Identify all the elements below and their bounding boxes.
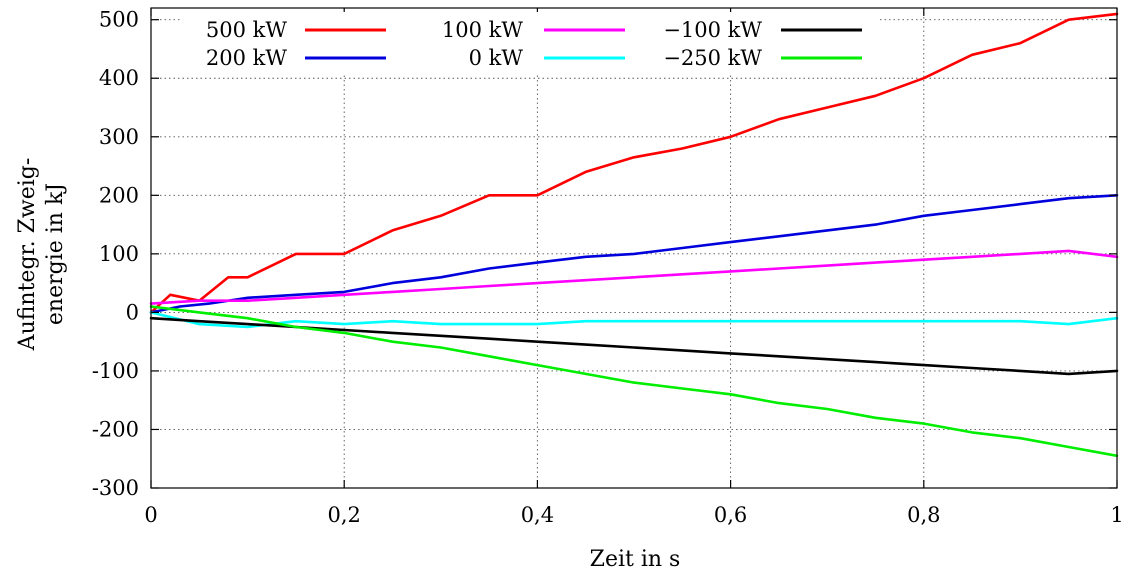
legend-label: 200 kW bbox=[206, 46, 287, 70]
y-axis-title-line-2: energie in kJ bbox=[43, 183, 68, 325]
series-line-5 bbox=[149, 305, 1119, 458]
legend-label: 500 kW bbox=[206, 18, 287, 42]
x-tick-label: 1 bbox=[1110, 503, 1123, 527]
y-tick-label: -200 bbox=[92, 417, 139, 441]
y-tick-label: 300 bbox=[99, 125, 139, 149]
legend: 500 kW 200 kW 100 kW 0 kW −100 kW −250 kW bbox=[180, 12, 880, 74]
grid-lines bbox=[151, 8, 1117, 488]
axis-ticks: 0 0,2 0,4 0,6 0,8 1 -300 -200 -100 0 100 200 300 400 5… bbox=[92, 8, 1124, 527]
y-tick-label: 400 bbox=[99, 66, 139, 90]
y-tick-label: -100 bbox=[92, 359, 139, 383]
series-line-2 bbox=[149, 249, 1119, 305]
y-tick-label: 200 bbox=[99, 183, 139, 207]
x-axis-title: Zeit in s bbox=[590, 547, 681, 572]
x-tick-label: 0 bbox=[144, 503, 157, 527]
y-tick-label: 100 bbox=[99, 242, 139, 266]
series-line-0 bbox=[149, 12, 1119, 314]
x-tick-label: 0,6 bbox=[714, 503, 747, 527]
series-line-3 bbox=[149, 311, 1119, 329]
y-axis-title-line-1: Aufintegr. Zweig- bbox=[15, 158, 40, 352]
x-tick-label: 0,4 bbox=[521, 503, 554, 527]
y-tick-label: 0 bbox=[126, 300, 139, 324]
y-tick-label: 500 bbox=[99, 8, 139, 32]
series-layer bbox=[149, 12, 1119, 458]
series-line-1 bbox=[149, 194, 1119, 314]
legend-label: −100 kW bbox=[663, 18, 762, 42]
x-tick-label: 0,8 bbox=[907, 503, 940, 527]
plot-frame bbox=[150, 7, 1118, 489]
x-tick-label: 0,2 bbox=[327, 503, 360, 527]
y-tick-label: -300 bbox=[92, 476, 139, 500]
legend-label: −250 kW bbox=[663, 46, 762, 70]
legend-background bbox=[180, 12, 880, 74]
legend-label: 100 kW bbox=[442, 18, 523, 42]
legend-label: 0 kW bbox=[469, 46, 524, 70]
